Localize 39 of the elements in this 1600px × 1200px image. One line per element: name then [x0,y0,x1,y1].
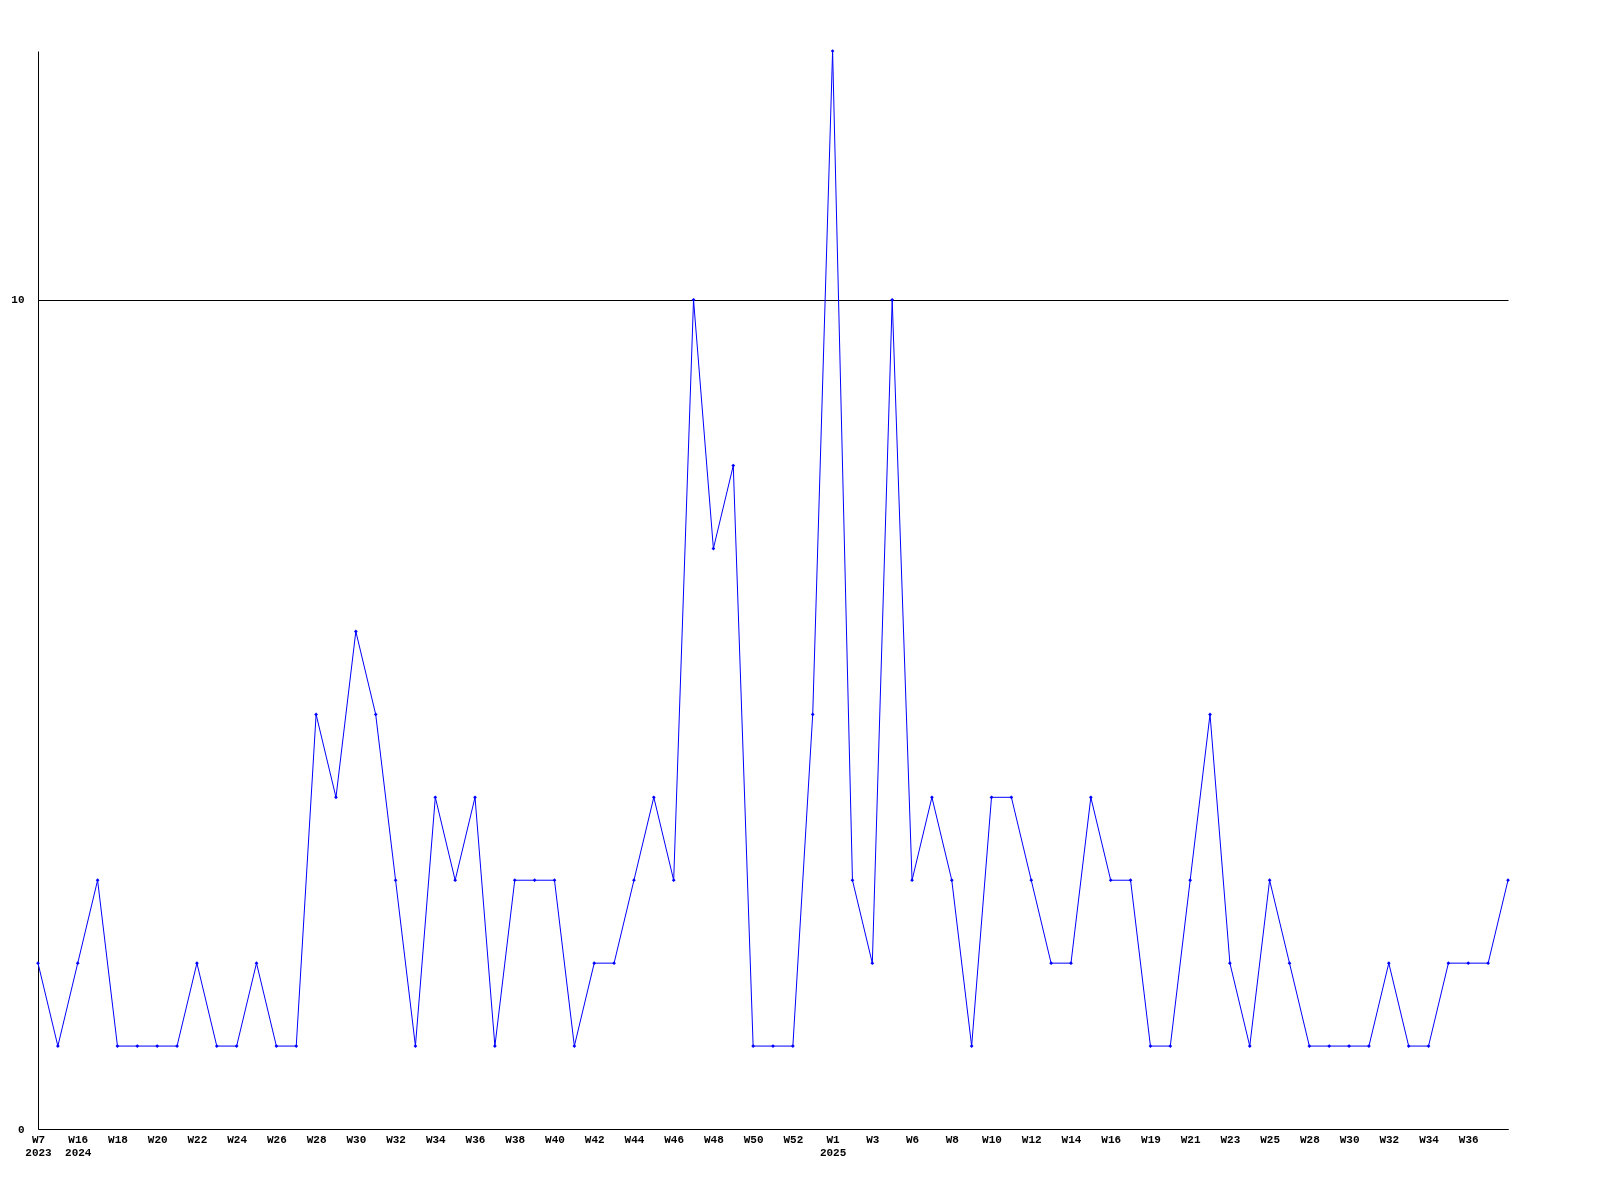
x-tick-label: W50 [743,1133,764,1146]
x-tick-label: W28 [306,1133,327,1146]
x-tick-label: W46 [664,1133,685,1146]
x-tick-label: W16 2024 [65,1133,92,1159]
x-tick-label: W38 [505,1133,526,1146]
x-tick-label: W30 [346,1133,367,1146]
x-tick-label: W7 2023 [25,1133,53,1159]
x-tick-label: W16 [1101,1133,1122,1146]
x-tick-label: W34 [1419,1133,1440,1146]
x-tick-label: W26 [266,1133,287,1146]
x-tick-label: W44 [624,1133,645,1146]
x-tick-label: W48 [704,1133,725,1146]
y-tick-label: 10 [11,294,25,307]
x-tick-label: W22 [187,1133,208,1146]
x-tick-label: W24 [227,1133,248,1146]
x-tick-label: W19 [1141,1133,1161,1146]
x-tick-label: W42 [584,1133,605,1146]
x-tick-label: W40 [545,1133,565,1146]
x-tick-label: W32 [386,1133,406,1146]
x-tick-label: W1 2025 [819,1133,847,1159]
x-tick-label: W3 [866,1133,880,1146]
x-tick-label: W8 [945,1133,960,1146]
x-tick-label: W14 [1061,1133,1082,1146]
x-tick-label: W12 [1021,1133,1042,1146]
x-tick-label: W30 [1339,1133,1360,1146]
y-tick-label: 0 [17,1123,25,1136]
x-tick-label: W28 [1299,1133,1321,1146]
x-tick-label: W36 [465,1133,486,1146]
x-tick-label: W34 [425,1133,447,1146]
x-tick-label: W6 [905,1133,920,1146]
x-tick-label: W21 [1180,1133,1201,1146]
x-tick-label: W32 [1379,1133,1400,1146]
x-tick-label: W18 [108,1133,129,1146]
x-tick-label: W52 [783,1133,804,1146]
x-tick-label: W20 [147,1133,168,1146]
x-tick-label: W23 [1220,1133,1241,1146]
x-tick-label: W25 [1260,1133,1281,1146]
x-tick-label: W36 [1458,1133,1479,1146]
x-tick-label: W10 [982,1133,1002,1146]
